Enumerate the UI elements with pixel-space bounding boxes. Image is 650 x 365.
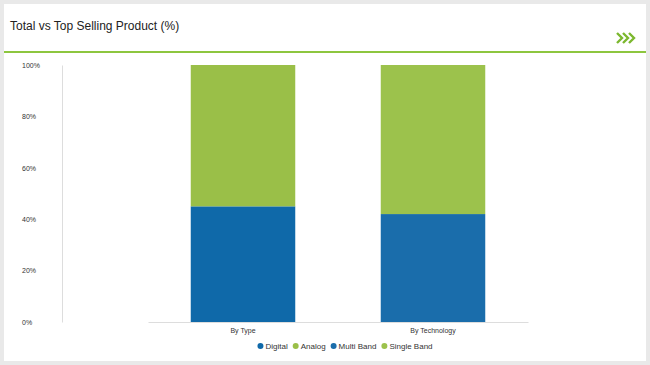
y-tick: 0%	[22, 319, 62, 326]
y-tick: 60%	[22, 165, 62, 172]
legend-item: Single Band	[381, 342, 432, 351]
legend-label: Single Band	[389, 342, 432, 351]
chart: Total vs Top Selling Product (%) 0% 20% 40%…	[0, 0, 650, 365]
y-tick-label: 0%	[22, 319, 32, 326]
bar	[191, 65, 296, 206]
y-tick-label: 100%	[22, 62, 40, 69]
legend: Digital Analog Multi Band Single Band	[257, 342, 432, 351]
legend-label: Analog	[301, 342, 326, 351]
legend-label: Digital	[265, 342, 287, 351]
y-tick-label: 80%	[22, 113, 36, 120]
chevron-icon	[617, 33, 634, 43]
y-tick-label: 40%	[22, 216, 36, 223]
y-axis: 0% 20% 40% 60% 80% 100%	[22, 62, 63, 326]
bars	[191, 65, 486, 322]
legend-swatch	[331, 343, 337, 349]
x-axis: By Type By Technology	[149, 322, 529, 335]
x-tick: By Type	[230, 322, 255, 335]
y-tick-label: 20%	[22, 267, 36, 274]
legend-swatch	[257, 343, 263, 349]
chevron	[629, 33, 634, 43]
header-rule	[4, 51, 646, 53]
x-tick-label: By Type	[230, 327, 255, 335]
bar	[381, 214, 486, 322]
legend-swatch	[381, 343, 387, 349]
legend-item: Digital	[257, 342, 287, 351]
x-axis-line	[149, 322, 529, 323]
chevron	[617, 33, 622, 43]
legend-swatch	[293, 343, 299, 349]
legend-label: Multi Band	[339, 342, 377, 351]
y-tick-label: 60%	[22, 165, 36, 172]
legend-item: Multi Band	[331, 342, 377, 351]
x-tick: By Technology	[410, 322, 456, 335]
y-axis-line	[62, 66, 63, 323]
panel	[4, 4, 646, 361]
legend-item: Analog	[293, 342, 326, 351]
y-tick: 80%	[22, 113, 62, 120]
bar	[191, 206, 296, 322]
background	[0, 0, 650, 365]
title: Total vs Top Selling Product (%)	[10, 19, 179, 33]
y-tick: 20%	[22, 267, 62, 274]
bar	[381, 65, 486, 214]
y-tick: 100%	[22, 62, 62, 69]
chevron	[623, 33, 628, 43]
x-tick-label: By Technology	[410, 327, 456, 335]
y-tick: 40%	[22, 216, 62, 223]
